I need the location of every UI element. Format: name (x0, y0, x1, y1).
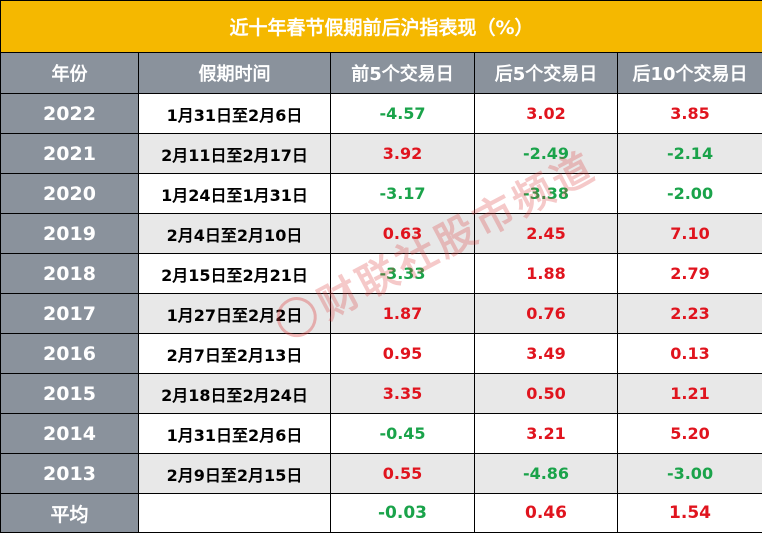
post5-cell: 2.45 (475, 214, 618, 254)
period-cell: 1月24日至1月31日 (139, 174, 331, 214)
header-post5: 后5个交易日 (475, 53, 618, 94)
post10-cell: 0.13 (618, 334, 762, 374)
period-cell: 2月11日至2月17日 (139, 134, 331, 174)
post10-cell: 7.10 (618, 214, 762, 254)
period-cell: 2月18日至2月24日 (139, 374, 331, 414)
post5-cell: 1.88 (475, 254, 618, 294)
header-post10: 后10个交易日 (618, 53, 762, 94)
year-cell: 2015 (1, 374, 139, 414)
header-row: 年份 假期时间 前5个交易日 后5个交易日 后10个交易日 (1, 53, 762, 94)
post5-cell: 3.21 (475, 414, 618, 454)
year-cell: 2018 (1, 254, 139, 294)
pre5-cell: 3.92 (331, 134, 475, 174)
period-cell: 2月4日至2月10日 (139, 214, 331, 254)
post5-cell: 0.76 (475, 294, 618, 334)
period-cell: 1月31日至2月6日 (139, 414, 331, 454)
header-year: 年份 (1, 53, 139, 94)
year-cell: 2019 (1, 214, 139, 254)
pre5-cell: 0.95 (331, 334, 475, 374)
pre5-cell: -4.57 (331, 94, 475, 134)
year-cell: 2013 (1, 454, 139, 494)
header-period: 假期时间 (139, 53, 331, 94)
post10-cell: -2.14 (618, 134, 762, 174)
year-cell: 2021 (1, 134, 139, 174)
pre5-cell: 0.55 (331, 454, 475, 494)
post10-cell: 5.20 (618, 414, 762, 454)
post5-cell: 3.49 (475, 334, 618, 374)
pre5-cell: 1.87 (331, 294, 475, 334)
post10-cell: -2.00 (618, 174, 762, 214)
post10-cell: 2.23 (618, 294, 762, 334)
year-cell: 2014 (1, 414, 139, 454)
average-post5-cell: 0.46 (475, 494, 618, 533)
year-cell: 2020 (1, 174, 139, 214)
year-cell: 2022 (1, 94, 139, 134)
period-cell: 1月31日至2月6日 (139, 94, 331, 134)
post5-cell: -3.38 (475, 174, 618, 214)
period-cell: 2月7日至2月13日 (139, 334, 331, 374)
post10-cell: -3.00 (618, 454, 762, 494)
post5-cell: -2.49 (475, 134, 618, 174)
post10-cell: 1.21 (618, 374, 762, 414)
pre5-cell: -0.45 (331, 414, 475, 454)
average-post10-cell: 1.54 (618, 494, 762, 533)
year-cell: 2017 (1, 294, 139, 334)
average-pre5-cell: -0.03 (331, 494, 475, 533)
post10-cell: 2.79 (618, 254, 762, 294)
average-period-cell (139, 494, 331, 533)
average-label: 平均 (1, 494, 139, 533)
period-cell: 2月15日至2月21日 (139, 254, 331, 294)
post5-cell: 3.02 (475, 94, 618, 134)
post5-cell: 0.50 (475, 374, 618, 414)
table-title: 近十年春节假期前后沪指表现（%） (1, 1, 762, 53)
period-cell: 2月9日至2月15日 (139, 454, 331, 494)
post5-cell: -4.86 (475, 454, 618, 494)
period-cell: 1月27日至2月2日 (139, 294, 331, 334)
pre5-cell: 0.63 (331, 214, 475, 254)
header-pre5: 前5个交易日 (331, 53, 475, 94)
title-row: 近十年春节假期前后沪指表现（%） (1, 1, 762, 53)
pre5-cell: -3.17 (331, 174, 475, 214)
pre5-cell: 3.35 (331, 374, 475, 414)
post10-cell: 3.85 (618, 94, 762, 134)
pre5-cell: -3.33 (331, 254, 475, 294)
year-cell: 2016 (1, 334, 139, 374)
